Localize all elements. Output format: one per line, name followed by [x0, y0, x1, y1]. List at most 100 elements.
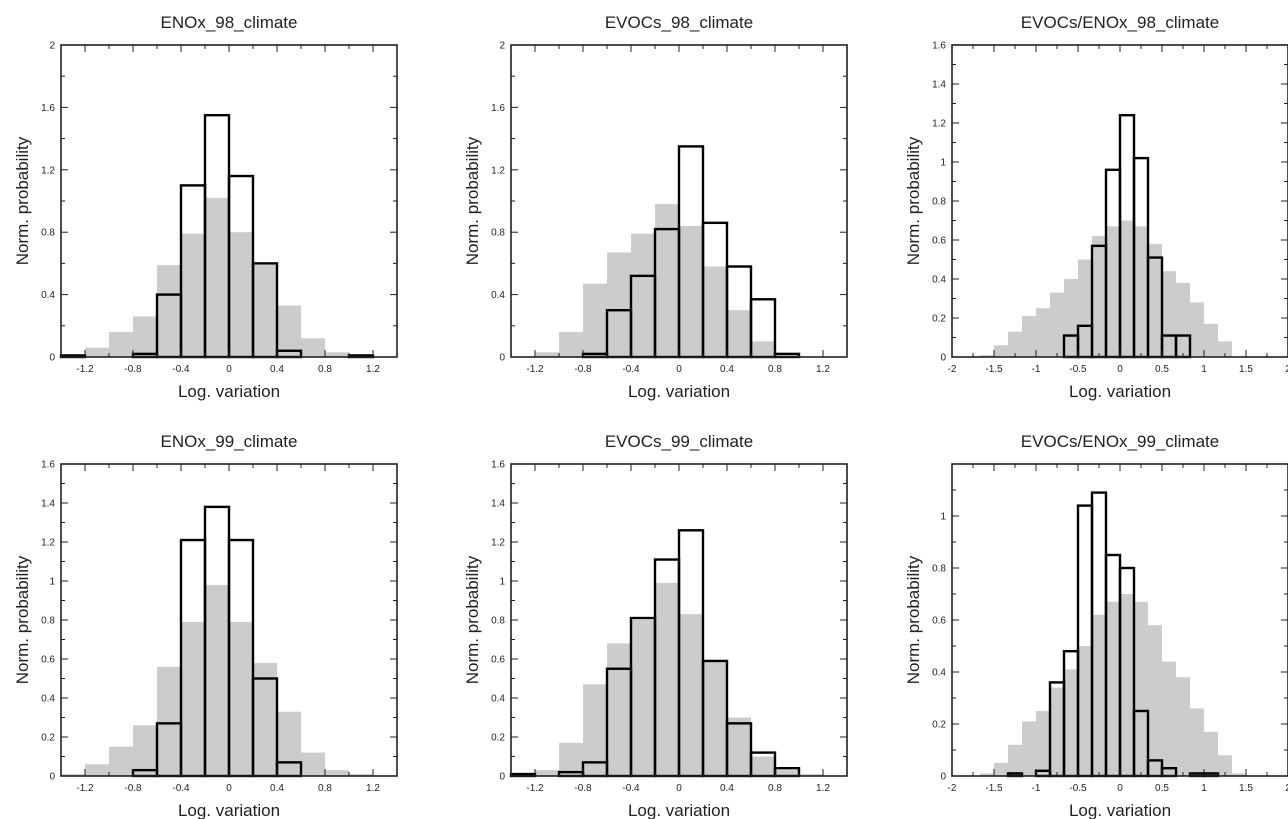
- gray-bar: [1050, 687, 1064, 776]
- chart-title: EVOCs/ENOx_98_climate: [1021, 13, 1219, 32]
- gray-bar: [994, 345, 1008, 357]
- gray-bar: [655, 204, 679, 357]
- x-tick-label: -0.4: [172, 364, 190, 375]
- y-tick-label: 0.8: [932, 197, 946, 208]
- x-tick-label: -0.5: [1069, 364, 1087, 375]
- y-axis-label: Norm. probability: [463, 136, 482, 265]
- gray-bar: [301, 338, 325, 357]
- x-tick-label: 0: [676, 364, 682, 375]
- y-tick-label: 1.6: [491, 460, 505, 471]
- gray-bar: [1204, 731, 1218, 776]
- y-tick-label: 1: [940, 512, 946, 523]
- y-tick-label: 0.6: [491, 655, 505, 666]
- y-tick-label: 0: [49, 353, 55, 364]
- gray-bar: [1218, 755, 1232, 776]
- gray-bar: [1036, 308, 1050, 357]
- gray-bar: [1190, 302, 1204, 357]
- y-tick-label: 2: [49, 41, 55, 52]
- y-tick-label: 1.6: [932, 41, 946, 52]
- chart-panel-5: -1.2 -0.8 -0.4 0 0.4 0.8 1.2 0 0.2 0.4 0.6 0.8 1 1.2 1…: [463, 432, 848, 819]
- gray-bar: [133, 316, 157, 357]
- gray-bar: [679, 614, 703, 776]
- gray-bar: [253, 264, 277, 357]
- y-tick-label: 0.6: [932, 616, 946, 627]
- y-tick-label: 0: [49, 772, 55, 783]
- x-tick-label: 0.4: [720, 783, 734, 794]
- x-axis-label: Log. variation: [178, 382, 280, 401]
- y-tick-label: 1.6: [41, 103, 55, 114]
- x-tick-label: -0.4: [622, 364, 640, 375]
- gray-bar: [1218, 341, 1232, 357]
- gray-bar: [301, 752, 325, 776]
- gray-bar: [1022, 316, 1036, 357]
- gray-bar: [994, 763, 1008, 776]
- y-axis-label: Norm. probability: [904, 555, 923, 684]
- gray-bar: [85, 347, 109, 357]
- x-tick-label: 0.8: [318, 364, 332, 375]
- gray-bar: [1120, 594, 1134, 776]
- y-axis-label: Norm. probability: [463, 555, 482, 684]
- x-tick-label: 1.2: [816, 364, 830, 375]
- y-tick-label: 0.4: [932, 275, 946, 286]
- gray-bar: [631, 620, 655, 776]
- x-tick-label: 1.2: [366, 783, 380, 794]
- x-tick-label: 0.5: [1155, 783, 1169, 794]
- gray-bar: [1148, 625, 1162, 776]
- x-axis-label: Log. variation: [178, 801, 280, 819]
- chart-title: ENOx_99_climate: [160, 432, 297, 451]
- gray-bar: [109, 746, 133, 776]
- gray-bar: [607, 252, 631, 357]
- y-tick-label: 1.6: [41, 460, 55, 471]
- x-tick-label: -1.2: [76, 783, 94, 794]
- gray-bar: [1106, 226, 1120, 357]
- x-tick-label: -2: [948, 364, 957, 375]
- x-tick-label: 0.4: [720, 364, 734, 375]
- x-tick-label: -1.5: [985, 364, 1003, 375]
- y-tick-label: 0.2: [41, 733, 55, 744]
- x-tick-label: -0.4: [622, 783, 640, 794]
- x-tick-label: 1: [1201, 364, 1207, 375]
- y-tick-label: 1.6: [491, 103, 505, 114]
- gray-bar: [157, 264, 181, 357]
- gray-bar: [559, 332, 583, 357]
- y-tick-label: 0.4: [491, 694, 505, 705]
- x-tick-label: -1.2: [526, 364, 544, 375]
- x-tick-label: -2: [948, 783, 957, 794]
- x-tick-label: 0: [1117, 783, 1123, 794]
- gray-bar: [109, 332, 133, 357]
- gray-bar: [1036, 711, 1050, 776]
- gray-bar: [751, 756, 775, 776]
- gray-bar: [229, 621, 253, 776]
- y-tick-label: 1.4: [491, 499, 505, 510]
- y-axis-label: Norm. probability: [13, 555, 32, 684]
- x-axis-label: Log. variation: [628, 801, 730, 819]
- x-tick-label: -1.2: [526, 783, 544, 794]
- gray-bar: [799, 774, 823, 776]
- gray-bar: [85, 764, 109, 776]
- gray-bar: [703, 660, 727, 776]
- y-tick-label: 2: [499, 41, 505, 52]
- gray-bar: [205, 197, 229, 357]
- x-tick-label: 1: [1201, 783, 1207, 794]
- gray-bar: [727, 717, 751, 776]
- y-tick-label: 0.8: [491, 616, 505, 627]
- gray-bar: [679, 225, 703, 357]
- y-tick-label: 0.4: [932, 668, 946, 679]
- x-tick-label: 0: [676, 783, 682, 794]
- x-axis-label: Log. variation: [1069, 801, 1171, 819]
- x-tick-label: -0.8: [574, 364, 592, 375]
- gray-bar: [1050, 292, 1064, 357]
- y-tick-label: 0.6: [932, 236, 946, 247]
- x-tick-label: -1.2: [76, 364, 94, 375]
- x-tick-label: 2: [1285, 364, 1288, 375]
- y-tick-label: 0: [940, 772, 946, 783]
- y-tick-label: 1: [499, 577, 505, 588]
- x-tick-label: -0.8: [124, 783, 142, 794]
- x-tick-label: -1: [1032, 364, 1041, 375]
- chart-title: EVOCs/ENOx_99_climate: [1021, 432, 1219, 451]
- gray-bar: [229, 232, 253, 357]
- chart-panel-4: -1.2 -0.8 -0.4 0 0.4 0.8 1.2 0 0.2 0.4 0.6 0.8 1 1.2 1…: [13, 432, 398, 819]
- gray-bar: [205, 584, 229, 776]
